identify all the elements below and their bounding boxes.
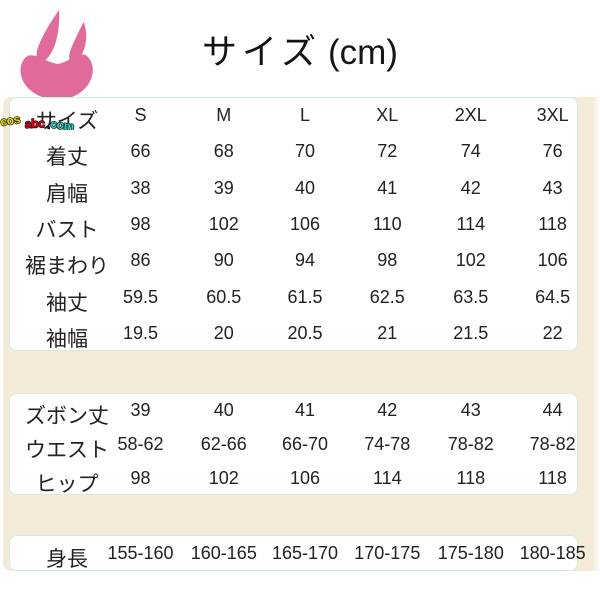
svg-text:abc: abc xyxy=(25,116,46,130)
svg-text:com: com xyxy=(50,117,75,130)
svg-text:cos: cos xyxy=(0,112,22,129)
